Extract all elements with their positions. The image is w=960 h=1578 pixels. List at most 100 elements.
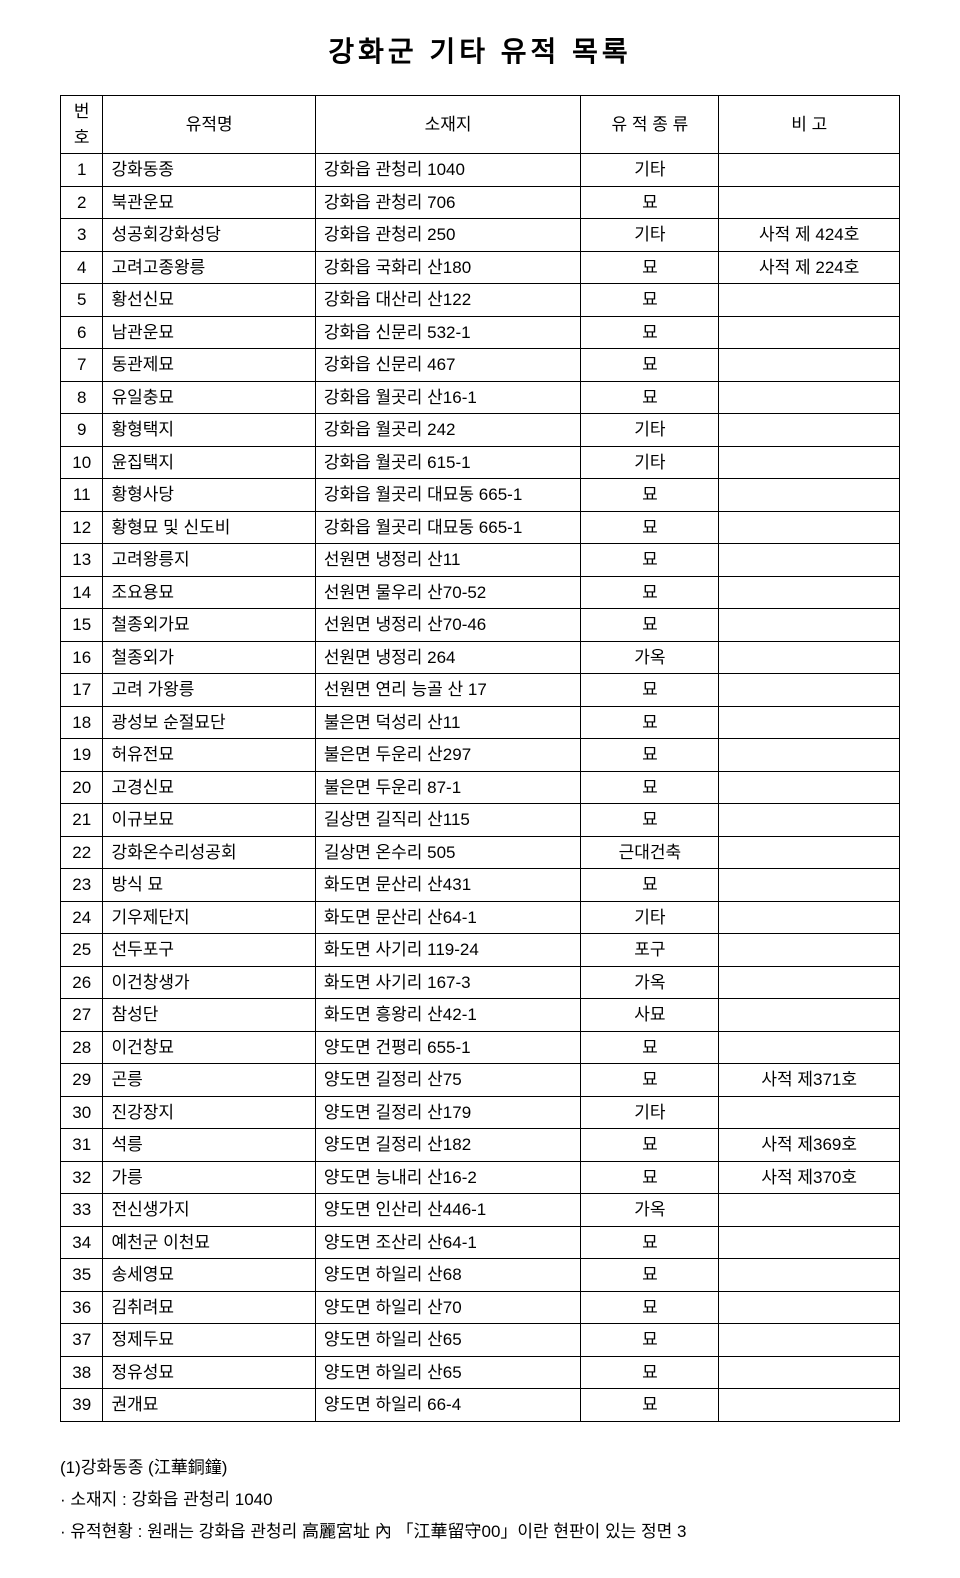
cell-type: 묘 bbox=[581, 544, 719, 577]
table-row: 1강화동종강화읍 관청리 1040기타 bbox=[61, 154, 900, 187]
cell-name: 황형택지 bbox=[103, 414, 315, 447]
cell-type: 묘 bbox=[581, 771, 719, 804]
cell-num: 24 bbox=[61, 901, 103, 934]
cell-note bbox=[719, 316, 900, 349]
cell-num: 4 bbox=[61, 251, 103, 284]
cell-num: 22 bbox=[61, 836, 103, 869]
cell-type: 묘 bbox=[581, 706, 719, 739]
cell-location: 불은면 덕성리 산11 bbox=[315, 706, 581, 739]
cell-num: 20 bbox=[61, 771, 103, 804]
cell-type: 묘 bbox=[581, 674, 719, 707]
cell-location: 강화읍 관청리 1040 bbox=[315, 154, 581, 187]
cell-note bbox=[719, 381, 900, 414]
cell-name: 허유전묘 bbox=[103, 739, 315, 772]
cell-location: 양도면 인산리 산446-1 bbox=[315, 1194, 581, 1227]
cell-num: 2 bbox=[61, 186, 103, 219]
cell-note bbox=[719, 1194, 900, 1227]
col-header-location: 소재지 bbox=[315, 96, 581, 154]
cell-type: 묘 bbox=[581, 1324, 719, 1357]
cell-note bbox=[719, 934, 900, 967]
cell-name: 진강장지 bbox=[103, 1096, 315, 1129]
cell-num: 26 bbox=[61, 966, 103, 999]
table-row: 2북관운묘강화읍 관청리 706묘 bbox=[61, 186, 900, 219]
cell-name: 조요용묘 bbox=[103, 576, 315, 609]
cell-type: 묘 bbox=[581, 381, 719, 414]
cell-location: 길상면 온수리 505 bbox=[315, 836, 581, 869]
cell-location: 강화읍 월곳리 242 bbox=[315, 414, 581, 447]
cell-num: 38 bbox=[61, 1356, 103, 1389]
table-row: 30진강장지양도면 길정리 산179기타 bbox=[61, 1096, 900, 1129]
cell-num: 29 bbox=[61, 1064, 103, 1097]
cell-type: 묘 bbox=[581, 1064, 719, 1097]
table-row: 37정제두묘양도면 하일리 산65묘 bbox=[61, 1324, 900, 1357]
cell-type: 묘 bbox=[581, 316, 719, 349]
cell-type: 묘 bbox=[581, 349, 719, 382]
cell-note bbox=[719, 869, 900, 902]
cell-num: 13 bbox=[61, 544, 103, 577]
cell-type: 묘 bbox=[581, 479, 719, 512]
col-header-type: 유 적 종 류 bbox=[581, 96, 719, 154]
cell-name: 고려왕릉지 bbox=[103, 544, 315, 577]
cell-location: 불은면 두운리 87-1 bbox=[315, 771, 581, 804]
cell-note bbox=[719, 446, 900, 479]
cell-note bbox=[719, 999, 900, 1032]
cell-note bbox=[719, 349, 900, 382]
cell-num: 5 bbox=[61, 284, 103, 317]
cell-name: 참성단 bbox=[103, 999, 315, 1032]
cell-location: 양도면 하일리 66-4 bbox=[315, 1389, 581, 1422]
table-row: 11황형사당강화읍 월곳리 대묘동 665-1묘 bbox=[61, 479, 900, 512]
cell-num: 8 bbox=[61, 381, 103, 414]
cell-location: 선원면 연리 능골 산 17 bbox=[315, 674, 581, 707]
cell-num: 31 bbox=[61, 1129, 103, 1162]
cell-num: 1 bbox=[61, 154, 103, 187]
cell-note bbox=[719, 284, 900, 317]
footer-line-2: · 유적현황 : 원래는 강화읍 관청리 高麗宮址 內 「江華留守00」이란 현… bbox=[60, 1516, 900, 1548]
cell-type: 묘 bbox=[581, 1226, 719, 1259]
cell-note: 사적 제371호 bbox=[719, 1064, 900, 1097]
cell-location: 강화읍 관청리 250 bbox=[315, 219, 581, 252]
cell-name: 김취려묘 bbox=[103, 1291, 315, 1324]
cell-num: 3 bbox=[61, 219, 103, 252]
cell-note bbox=[719, 706, 900, 739]
cell-location: 양도면 건평리 655-1 bbox=[315, 1031, 581, 1064]
cell-location: 강화읍 관청리 706 bbox=[315, 186, 581, 219]
cell-name: 고경신묘 bbox=[103, 771, 315, 804]
cell-num: 7 bbox=[61, 349, 103, 382]
table-row: 20고경신묘불은면 두운리 87-1묘 bbox=[61, 771, 900, 804]
table-row: 26이건창생가화도면 사기리 167-3가옥 bbox=[61, 966, 900, 999]
table-row: 12황형묘 및 신도비강화읍 월곳리 대묘동 665-1묘 bbox=[61, 511, 900, 544]
cell-note: 사적 제 424호 bbox=[719, 219, 900, 252]
cell-location: 선원면 냉정리 264 bbox=[315, 641, 581, 674]
cell-name: 윤집택지 bbox=[103, 446, 315, 479]
cell-location: 강화읍 신문리 467 bbox=[315, 349, 581, 382]
cell-name: 권개묘 bbox=[103, 1389, 315, 1422]
cell-name: 광성보 순절묘단 bbox=[103, 706, 315, 739]
cell-name: 방식 묘 bbox=[103, 869, 315, 902]
cell-type: 기타 bbox=[581, 414, 719, 447]
cell-note bbox=[719, 186, 900, 219]
cell-location: 양도면 하일리 산70 bbox=[315, 1291, 581, 1324]
table-row: 8유일충묘강화읍 월곳리 산16-1묘 bbox=[61, 381, 900, 414]
table-row: 17고려 가왕릉선원면 연리 능골 산 17묘 bbox=[61, 674, 900, 707]
cell-location: 화도면 문산리 산431 bbox=[315, 869, 581, 902]
cell-name: 동관제묘 bbox=[103, 349, 315, 382]
table-row: 22강화온수리성공회길상면 온수리 505근대건축 bbox=[61, 836, 900, 869]
cell-type: 가옥 bbox=[581, 1194, 719, 1227]
table-row: 18광성보 순절묘단불은면 덕성리 산11묘 bbox=[61, 706, 900, 739]
cell-note: 사적 제370호 bbox=[719, 1161, 900, 1194]
cell-location: 선원면 냉정리 산11 bbox=[315, 544, 581, 577]
cell-type: 묘 bbox=[581, 186, 719, 219]
cell-note bbox=[719, 479, 900, 512]
cell-note bbox=[719, 154, 900, 187]
cell-name: 가릉 bbox=[103, 1161, 315, 1194]
cell-note bbox=[719, 414, 900, 447]
cell-num: 39 bbox=[61, 1389, 103, 1422]
cell-num: 9 bbox=[61, 414, 103, 447]
cell-type: 포구 bbox=[581, 934, 719, 967]
table-row: 35송세영묘양도면 하일리 산68묘 bbox=[61, 1259, 900, 1292]
cell-note bbox=[719, 771, 900, 804]
cell-num: 19 bbox=[61, 739, 103, 772]
cell-name: 고려고종왕릉 bbox=[103, 251, 315, 284]
cell-type: 가옥 bbox=[581, 966, 719, 999]
table-row: 15철종외가묘선원면 냉정리 산70-46묘 bbox=[61, 609, 900, 642]
